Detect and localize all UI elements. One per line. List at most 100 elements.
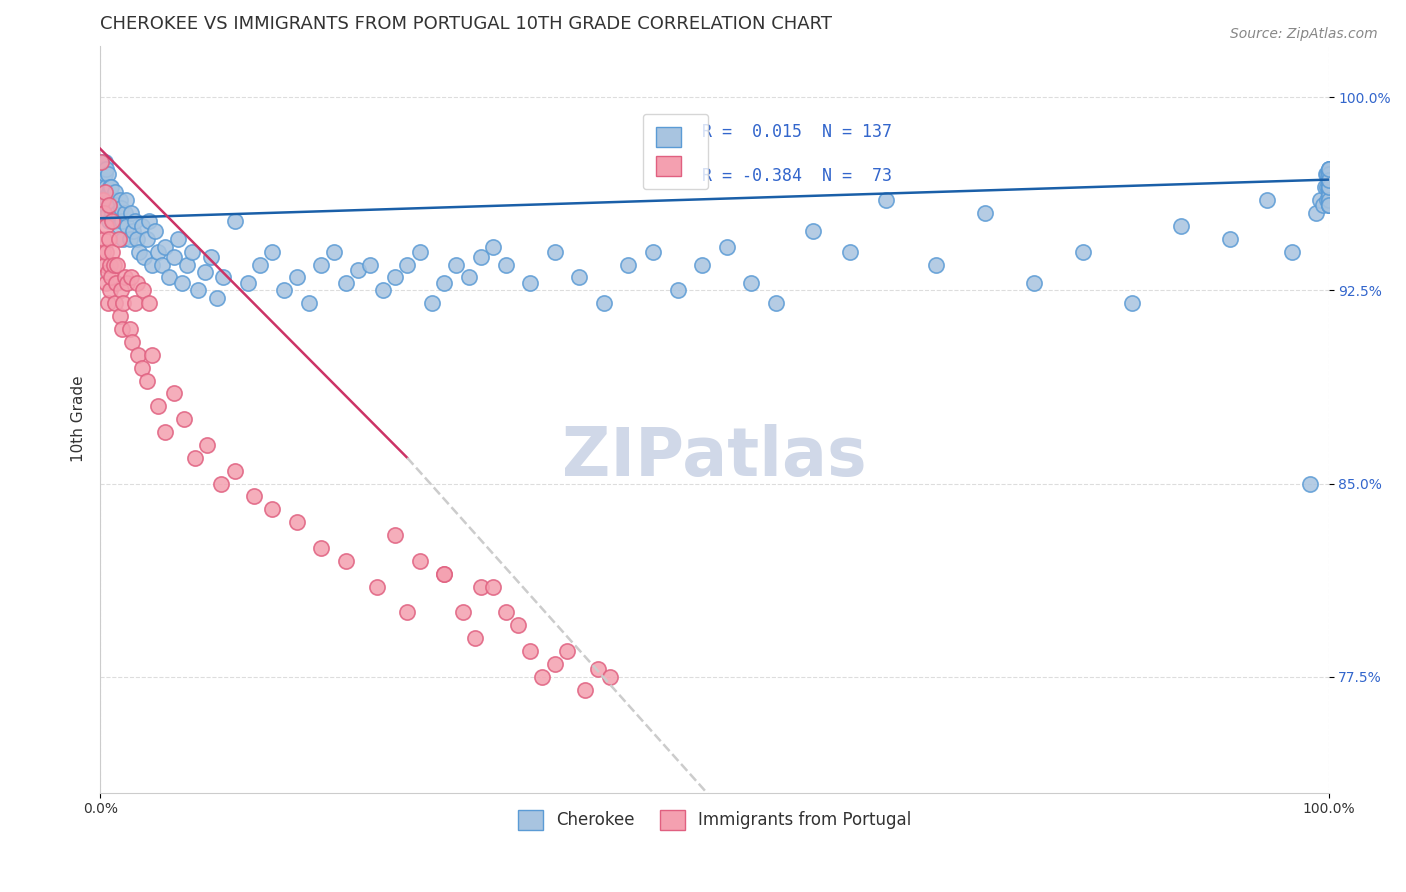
Point	[1317, 193, 1340, 207]
Point	[114, 206, 136, 220]
Point	[93, 172, 115, 186]
Point	[120, 206, 142, 220]
Point	[124, 296, 146, 310]
Point	[335, 276, 357, 290]
Point	[94, 186, 117, 200]
Point	[131, 219, 153, 233]
Point	[131, 360, 153, 375]
Point	[98, 284, 121, 298]
Point	[141, 348, 163, 362]
Point	[1281, 244, 1303, 259]
Point	[98, 193, 121, 207]
Point	[408, 554, 430, 568]
Text: Source: ZipAtlas.com: Source: ZipAtlas.com	[1230, 27, 1378, 41]
Point	[875, 193, 897, 207]
Point	[97, 198, 120, 212]
Point	[120, 270, 142, 285]
Point	[433, 566, 456, 581]
Point	[531, 670, 554, 684]
Point	[242, 490, 264, 504]
Point	[105, 276, 128, 290]
Point	[94, 258, 117, 272]
Point	[101, 193, 124, 207]
Point	[1313, 180, 1336, 194]
Point	[574, 682, 596, 697]
Point	[1256, 193, 1278, 207]
Text: CHEROKEE VS IMMIGRANTS FROM PORTUGAL 10TH GRADE CORRELATION CHART: CHEROKEE VS IMMIGRANTS FROM PORTUGAL 10T…	[100, 15, 832, 33]
Point	[1022, 276, 1045, 290]
Point	[91, 193, 114, 207]
Point	[1317, 162, 1340, 177]
Point	[115, 219, 138, 233]
Point	[94, 154, 117, 169]
Point	[111, 214, 134, 228]
Point	[495, 605, 517, 619]
Point	[93, 232, 115, 246]
Point	[124, 214, 146, 228]
Point	[93, 206, 115, 220]
Point	[135, 374, 157, 388]
Point	[1317, 180, 1340, 194]
Point	[103, 214, 125, 228]
Point	[1317, 198, 1340, 212]
Point	[838, 244, 860, 259]
Point	[592, 296, 614, 310]
Point	[451, 605, 474, 619]
Point	[973, 206, 995, 220]
Point	[1317, 162, 1340, 177]
Point	[470, 250, 492, 264]
Point	[433, 276, 456, 290]
Point	[408, 244, 430, 259]
Point	[765, 296, 787, 310]
Point	[100, 270, 122, 285]
Point	[90, 154, 112, 169]
Point	[90, 154, 112, 169]
Point	[1317, 172, 1340, 186]
Text: R = -0.384  N =  73: R = -0.384 N = 73	[702, 168, 891, 186]
Point	[1305, 206, 1327, 220]
Point	[118, 322, 141, 336]
Point	[568, 270, 591, 285]
Point	[1317, 198, 1340, 212]
Text: ZIPatlas: ZIPatlas	[562, 424, 866, 490]
Point	[108, 193, 131, 207]
Point	[98, 180, 121, 194]
Point	[96, 265, 118, 279]
Point	[146, 244, 169, 259]
Point	[1317, 180, 1340, 194]
Point	[94, 198, 117, 212]
Point	[141, 258, 163, 272]
Point	[1317, 180, 1340, 194]
Point	[335, 554, 357, 568]
Point	[433, 566, 456, 581]
Point	[273, 284, 295, 298]
Point	[544, 244, 567, 259]
Y-axis label: 10th Grade: 10th Grade	[72, 376, 86, 462]
Point	[212, 270, 235, 285]
Point	[125, 232, 148, 246]
Text: R =  0.015  N = 137: R = 0.015 N = 137	[702, 122, 891, 141]
Point	[96, 244, 118, 259]
Point	[97, 214, 120, 228]
Point	[1317, 162, 1340, 177]
Point	[1317, 180, 1340, 194]
Point	[93, 186, 115, 200]
Point	[1317, 168, 1340, 182]
Point	[155, 425, 177, 439]
Point	[97, 186, 120, 200]
Point	[103, 201, 125, 215]
Point	[104, 186, 127, 200]
Point	[1312, 198, 1334, 212]
Point	[132, 284, 155, 298]
Point	[470, 580, 492, 594]
Point	[183, 450, 205, 465]
Point	[1317, 186, 1340, 200]
Point	[457, 270, 479, 285]
Point	[446, 258, 468, 272]
Point	[173, 412, 195, 426]
Point	[91, 162, 114, 177]
Point	[127, 348, 149, 362]
Point	[519, 644, 541, 658]
Point	[172, 276, 194, 290]
Point	[181, 244, 204, 259]
